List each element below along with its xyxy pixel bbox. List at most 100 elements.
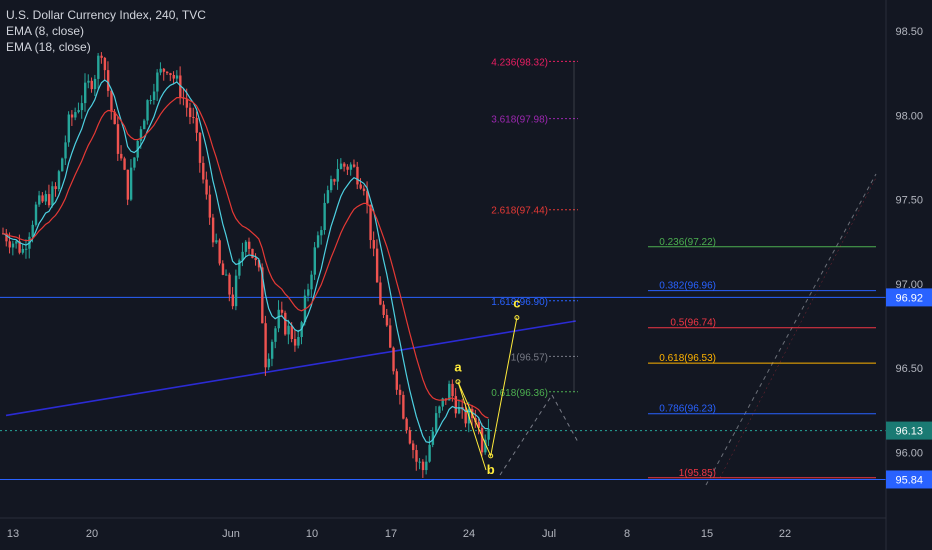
candle-body xyxy=(84,82,87,104)
wave-dashed-target xyxy=(551,394,579,443)
candle-body xyxy=(454,396,458,414)
price-badge-label: 96.13 xyxy=(895,426,923,438)
candle-body xyxy=(5,233,8,242)
candle-body xyxy=(44,194,48,202)
candle-body xyxy=(313,247,316,275)
price-badge-label: 96.92 xyxy=(895,292,923,304)
candle-body xyxy=(323,202,326,231)
candle-body xyxy=(18,241,21,253)
candle-body xyxy=(307,289,310,296)
fib-retracement-label: 0.382(96.96) xyxy=(659,281,716,292)
candle-body xyxy=(441,398,444,407)
candle-body xyxy=(188,107,192,118)
candle-body xyxy=(408,430,412,444)
candle-body xyxy=(270,341,274,359)
candle-body xyxy=(352,164,356,167)
wave-path xyxy=(457,317,518,471)
candle-body xyxy=(90,80,93,90)
candle-body xyxy=(267,358,271,368)
candle-body xyxy=(382,304,385,315)
fib-extension-label: 1(96.57) xyxy=(511,352,548,363)
candle-body xyxy=(93,78,97,90)
candle-body xyxy=(113,111,116,125)
candle-body xyxy=(67,114,70,143)
candle-body xyxy=(205,179,208,195)
wave-layer[interactable]: a b c xyxy=(454,296,579,477)
candle-body xyxy=(487,428,490,440)
x-tick-label: 24 xyxy=(463,528,475,540)
candle-body xyxy=(287,325,290,335)
trendline-layer[interactable] xyxy=(0,173,886,486)
candles-layer xyxy=(2,52,490,478)
candle-body xyxy=(264,323,267,368)
candle-body xyxy=(41,195,44,202)
price-badge-label: 95.84 xyxy=(895,474,923,486)
candle-body xyxy=(392,347,395,372)
x-tick-label: 10 xyxy=(306,528,318,540)
candle-body xyxy=(284,312,287,335)
ema-layer xyxy=(2,79,489,444)
candle-body xyxy=(405,418,408,431)
candle-body xyxy=(221,263,225,275)
candle-body xyxy=(218,240,221,264)
candle-body xyxy=(290,325,294,340)
x-tick-label: 20 xyxy=(86,528,98,540)
candle-body xyxy=(57,171,61,190)
candle-body xyxy=(24,248,28,250)
candle-body xyxy=(349,164,353,170)
candle-body xyxy=(195,117,198,133)
candle-body xyxy=(175,75,179,79)
y-tick-label: 98.50 xyxy=(895,26,923,38)
candle-body xyxy=(369,204,372,241)
x-tick-label: 22 xyxy=(779,528,791,540)
candle-body xyxy=(418,461,421,463)
candle-body xyxy=(8,241,11,248)
x-tick-label: Jun xyxy=(222,528,240,540)
y-tick-label: 98.00 xyxy=(895,110,923,122)
candle-body xyxy=(97,55,100,79)
candle-body xyxy=(228,274,231,295)
candle-body xyxy=(21,248,25,253)
candle-body xyxy=(152,91,156,101)
candle-body xyxy=(425,461,428,471)
x-tick-label: Jul xyxy=(542,528,556,540)
candle-body xyxy=(77,110,80,113)
legend-ema-fast: EMA (8, close) xyxy=(6,24,85,38)
candle-body xyxy=(343,163,346,167)
candle-body xyxy=(330,179,333,191)
candle-body xyxy=(310,274,313,290)
candle-body xyxy=(339,163,343,169)
y-tick-label: 97.00 xyxy=(895,279,923,291)
candle-body xyxy=(359,184,362,189)
candle-body xyxy=(87,80,90,83)
candle-body xyxy=(47,194,51,206)
fib-retracement-label: 0.236(97.22) xyxy=(659,237,716,248)
candle-body xyxy=(234,275,238,307)
candle-body xyxy=(143,120,146,130)
price-badge xyxy=(886,288,932,307)
candle-body xyxy=(110,90,113,112)
candle-body xyxy=(412,443,415,451)
fibonacci-layer[interactable]: 4.236(98.32) 3.618(97.98) 2.618(97.44) 1.61… xyxy=(491,57,877,479)
x-tick-label: 8 xyxy=(624,528,630,540)
candle-body xyxy=(70,114,74,118)
candle-body xyxy=(225,274,228,276)
candle-body xyxy=(38,195,41,205)
candle-body xyxy=(100,55,103,58)
candle-body xyxy=(231,294,234,307)
candle-body xyxy=(297,337,300,346)
candle-body xyxy=(126,169,130,200)
candle-body xyxy=(34,204,38,225)
y-tick-label: 96.00 xyxy=(895,448,923,460)
candle-body xyxy=(438,406,441,414)
candle-body xyxy=(244,241,248,252)
x-tick-label: 15 xyxy=(701,528,713,540)
candle-body xyxy=(61,158,64,172)
candle-body xyxy=(434,413,438,432)
candle-body xyxy=(103,57,107,71)
candle-body xyxy=(421,461,425,471)
candle-body xyxy=(395,371,398,390)
candle-body xyxy=(149,100,152,102)
candle-body xyxy=(257,260,261,268)
